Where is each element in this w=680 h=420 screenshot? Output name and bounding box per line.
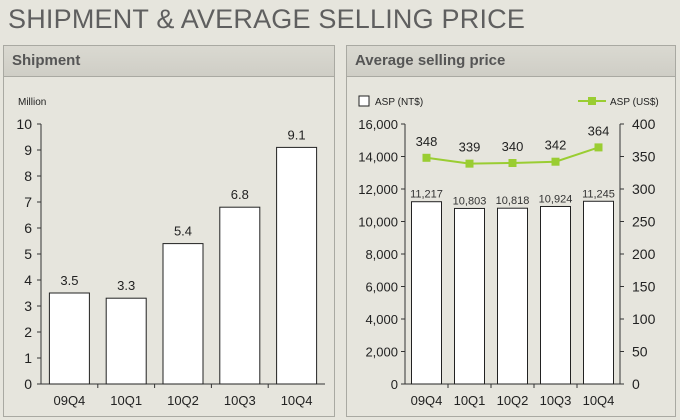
shipment-bar bbox=[219, 206, 261, 385]
left-y-tick-label: 10,000 bbox=[358, 215, 398, 230]
asp-ntd-data-label: 11,217 bbox=[410, 189, 443, 201]
shipment-bar bbox=[276, 146, 318, 385]
asp-usd-data-label: 348 bbox=[416, 134, 438, 149]
asp-usd-point bbox=[508, 159, 517, 167]
asp-ntd-bar bbox=[583, 200, 614, 385]
x-tick-label: 10Q4 bbox=[281, 393, 313, 408]
asp-ntd-data-label: 11,245 bbox=[582, 188, 615, 200]
y-axis-label: Million bbox=[18, 97, 46, 108]
x-tick-label: 10Q2 bbox=[167, 393, 199, 408]
left-y-tick-label: 14,000 bbox=[358, 150, 398, 165]
right-y-tick-label: 100 bbox=[632, 311, 656, 327]
asp-ntd-bar bbox=[497, 207, 528, 385]
asp-ntd-bar bbox=[540, 205, 571, 385]
shipment-bar bbox=[105, 297, 147, 385]
y-tick-label: 1 bbox=[24, 350, 32, 366]
asp-panel-title: Average selling price bbox=[347, 46, 675, 77]
y-tick-label: 2 bbox=[24, 324, 32, 340]
right-y-tick-label: 400 bbox=[632, 116, 656, 132]
asp-x-tick-label: 10Q4 bbox=[583, 393, 615, 408]
left-y-tick-label: 6,000 bbox=[365, 280, 398, 295]
y-tick-label: 6 bbox=[24, 220, 32, 236]
legend-marker-asp-usd bbox=[588, 97, 596, 105]
y-tick-label: 10 bbox=[16, 116, 32, 132]
asp-ntd-bar bbox=[411, 201, 442, 385]
shipment-data-label: 5.4 bbox=[174, 224, 192, 239]
legend-label-asp-usd: ASP (US$) bbox=[610, 97, 659, 108]
y-tick-label: 5 bbox=[24, 246, 32, 262]
y-tick-label: 3 bbox=[24, 298, 32, 314]
asp-x-tick-label: 09Q4 bbox=[411, 393, 443, 408]
asp-usd-data-label: 339 bbox=[459, 140, 481, 155]
asp-ntd-data-label: 10,924 bbox=[539, 193, 573, 205]
asp-ntd-data-label: 10,818 bbox=[496, 195, 530, 207]
y-tick-label: 8 bbox=[24, 168, 32, 184]
shipment-data-label: 9.1 bbox=[288, 127, 306, 142]
x-tick-label: 10Q1 bbox=[110, 393, 142, 408]
left-y-tick-label: 8,000 bbox=[365, 247, 398, 262]
asp-usd-point bbox=[422, 153, 431, 162]
legend-label-asp-ntd: ASP (NT$) bbox=[375, 97, 423, 108]
left-y-tick-label: 4,000 bbox=[365, 312, 398, 327]
right-y-tick-label: 250 bbox=[632, 214, 656, 230]
right-y-tick-label: 50 bbox=[632, 344, 648, 360]
right-y-tick-label: 300 bbox=[632, 181, 656, 197]
shipment-data-label: 3.5 bbox=[60, 273, 78, 288]
left-y-tick-label: 0 bbox=[391, 377, 398, 392]
shipment-bar bbox=[48, 292, 90, 385]
y-tick-label: 4 bbox=[24, 272, 32, 288]
asp-x-tick-label: 10Q3 bbox=[540, 393, 572, 408]
asp-usd-data-label: 364 bbox=[588, 123, 610, 138]
right-y-tick-label: 200 bbox=[632, 246, 656, 262]
asp-x-tick-label: 10Q1 bbox=[454, 393, 486, 408]
asp-ntd-data-label: 10,803 bbox=[453, 195, 487, 207]
asp-usd-data-label: 342 bbox=[545, 138, 567, 153]
shipment-bar bbox=[162, 243, 204, 385]
left-y-tick-label: 2,000 bbox=[365, 345, 398, 360]
y-tick-label: 0 bbox=[24, 376, 32, 392]
asp-usd-data-label: 340 bbox=[502, 139, 524, 154]
right-y-tick-label: 0 bbox=[632, 376, 640, 392]
shipment-data-label: 6.8 bbox=[231, 187, 249, 202]
left-y-tick-label: 16,000 bbox=[358, 117, 398, 132]
left-y-tick-label: 12,000 bbox=[358, 182, 398, 197]
asp-ntd-bar bbox=[454, 207, 485, 385]
asp-usd-point bbox=[465, 159, 474, 168]
shipment-panel-title: Shipment bbox=[4, 46, 334, 77]
right-y-tick-label: 350 bbox=[632, 149, 656, 165]
x-tick-label: 09Q4 bbox=[53, 393, 85, 408]
y-tick-label: 7 bbox=[24, 194, 32, 210]
right-y-tick-label: 150 bbox=[632, 279, 656, 295]
asp-usd-point bbox=[551, 157, 560, 166]
legend-swatch-asp-ntd bbox=[358, 95, 370, 107]
shipment-data-label: 3.3 bbox=[117, 278, 135, 293]
asp-usd-point bbox=[594, 143, 603, 152]
asp-x-tick-label: 10Q2 bbox=[497, 393, 529, 408]
x-tick-label: 10Q3 bbox=[224, 393, 256, 408]
page-title: SHIPMENT & AVERAGE SELLING PRICE bbox=[8, 4, 526, 34]
y-tick-label: 9 bbox=[24, 142, 32, 158]
